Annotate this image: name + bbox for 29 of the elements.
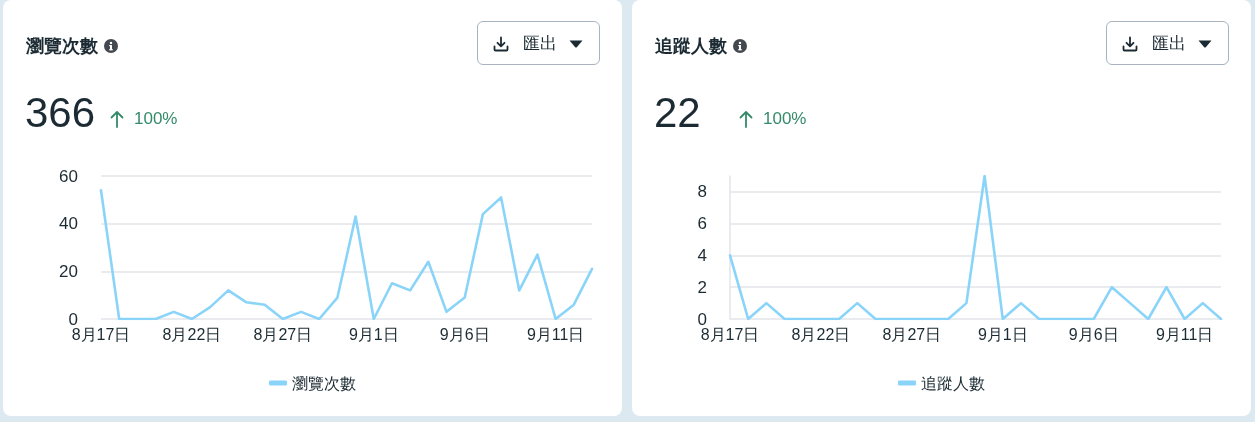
y-tick-label: 20 [59,261,78,281]
x-tick-label: 9月6日 [1068,325,1119,343]
line-series [99,189,594,321]
text: 100% [134,109,178,129]
y-tick-label: 2 [697,277,707,297]
x-tick-label: 8月22日 [162,325,222,343]
export-button[interactable]: 匯出 [1106,21,1229,65]
x-tick-label: 9月11日 [526,325,585,343]
chart-title: 瀏覽次數 [26,36,98,56]
export-button[interactable]: 匯出 [477,21,600,65]
x-tick-label: 8月27日 [882,325,942,343]
x-tick-label: 9月1日 [348,325,399,343]
chart-title: 追蹤人數 [655,36,727,56]
legend-label: 瀏覽次數 [292,374,356,392]
y-tick-label: 40 [59,214,78,234]
legend-label: 追蹤人數 [921,374,985,392]
text: 100% [763,109,807,129]
x-tick-label: 8月22日 [791,325,851,343]
x-tick-label: 9月11日 [1155,325,1214,343]
y-tick-label: 8 [697,182,707,202]
y-tick-label: 60 [59,166,78,186]
text: 22 [654,89,701,136]
line-series [728,174,1223,321]
x-tick-label: 9月6日 [439,325,490,343]
x-tick-label: 9月1日 [977,325,1028,343]
text: 366 [25,89,96,136]
y-tick-label: 4 [697,245,707,265]
x-tick-label: 8月27日 [253,325,313,343]
y-tick-label: 6 [697,214,707,234]
